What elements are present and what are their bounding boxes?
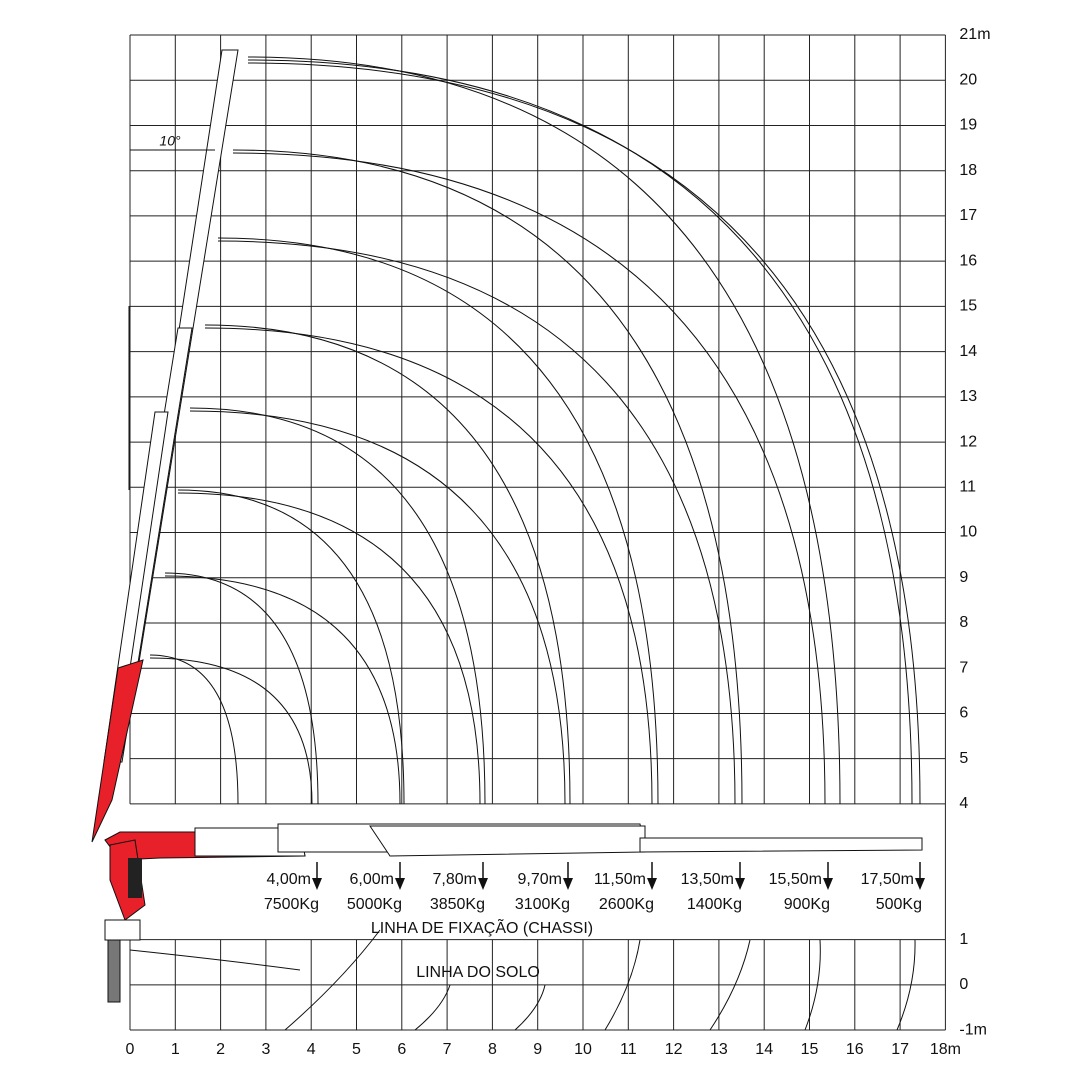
ground-arc <box>709 939 751 1031</box>
load-arcs <box>129 56 921 1031</box>
arrow-head <box>478 878 488 890</box>
y-tick-label: 9 <box>959 569 968 586</box>
y-tick-label: 18 <box>959 162 977 179</box>
load-arc <box>232 149 743 804</box>
ground-arc <box>804 939 821 1031</box>
load-arc <box>247 59 913 804</box>
x-tick-label: 4 <box>307 1041 316 1058</box>
x-tick-label: 1 <box>171 1041 180 1058</box>
load-arc <box>247 62 921 804</box>
y-tick-label: 17 <box>959 207 977 224</box>
reach-label: 4,00m <box>267 871 311 888</box>
crane <box>91 49 923 1003</box>
arrow-head <box>312 878 322 890</box>
y-tick-label: 11 <box>959 479 976 496</box>
ground-arc <box>514 984 546 1031</box>
arrow-head <box>735 878 745 890</box>
ground-arc <box>284 929 381 1031</box>
y-tick-label: 6 <box>959 705 968 722</box>
load-arc <box>204 327 653 804</box>
capacity-label: 3850Kg <box>430 896 485 913</box>
ground-line-label: LINHA DO SOLO <box>416 964 540 981</box>
ground-arc <box>896 939 916 1031</box>
x-tick-label: 8 <box>488 1041 497 1058</box>
load-arc <box>149 654 239 804</box>
ground-arc <box>414 984 451 1031</box>
load-arc <box>247 56 841 804</box>
load-arc <box>149 657 313 804</box>
load-arc <box>217 240 736 804</box>
x-tick-label: 7 <box>443 1041 452 1058</box>
x-tick-label: 10 <box>574 1041 592 1058</box>
y-tick-label: 4 <box>959 795 968 812</box>
x-tick-label: 18m <box>930 1041 961 1058</box>
reach-label: 6,00m <box>350 871 394 888</box>
load-arc <box>164 575 401 804</box>
reach-label: 9,70m <box>518 871 562 888</box>
y-tick-label: -1m <box>959 1021 987 1038</box>
x-tick-label: 3 <box>261 1041 270 1058</box>
load-arc <box>217 237 659 804</box>
capacity-label: 2600Kg <box>599 896 654 913</box>
fixation-line-label: LINHA DE FIXAÇÃO (CHASSI) <box>371 917 593 937</box>
arrow-head <box>647 878 657 890</box>
y-tick-label: 13 <box>959 388 977 405</box>
capacity-label: 3100Kg <box>515 896 570 913</box>
capacity-label: 500Kg <box>876 896 922 913</box>
grid <box>129 34 946 1031</box>
y-tick-label: 16 <box>959 252 977 269</box>
y-tick-label: 12 <box>959 433 977 450</box>
y-tick-label: 14 <box>959 343 977 360</box>
ground-arc <box>604 939 641 1031</box>
y-tick-label: 15 <box>959 298 977 315</box>
reach-label: 7,80m <box>433 871 477 888</box>
arrow-head <box>823 878 833 890</box>
y-tick-label: 5 <box>959 750 968 767</box>
x-tick-label: 14 <box>755 1041 773 1058</box>
y-tick-label: 0 <box>959 976 968 993</box>
x-tick-label: 15 <box>801 1041 819 1058</box>
reach-label: 15,50m <box>769 871 822 888</box>
y-tick-label: 10 <box>959 524 977 541</box>
reach-label: 17,50m <box>861 871 914 888</box>
x-tick-label: 17 <box>891 1041 909 1058</box>
x-tick-label: 13 <box>710 1041 728 1058</box>
x-tick-label: 9 <box>533 1041 542 1058</box>
arrow-head <box>395 878 405 890</box>
x-tick-label: 6 <box>397 1041 406 1058</box>
capacity-label: 1400Kg <box>687 896 742 913</box>
angle-label: 10° <box>159 133 181 149</box>
capacity-label: 900Kg <box>784 896 830 913</box>
x-tick-label: 2 <box>216 1041 225 1058</box>
arrow-head <box>915 878 925 890</box>
reach-label: 13,50m <box>681 871 734 888</box>
y-tick-label: 7 <box>959 659 968 676</box>
load-arc <box>189 410 566 804</box>
y-tick-label: 19 <box>959 117 977 134</box>
y-tick-label: 1 <box>959 931 968 948</box>
load-arc <box>232 152 826 804</box>
arrow-head <box>563 878 573 890</box>
load-arc <box>189 407 486 804</box>
x-tick-label: 0 <box>126 1041 135 1058</box>
capacity-label: 5000Kg <box>347 896 402 913</box>
x-tick-label: 11 <box>620 1041 637 1058</box>
y-tick-label: 21m <box>959 26 990 43</box>
load-arc <box>164 572 319 804</box>
ground-arc <box>129 949 301 971</box>
capacity-label: 7500Kg <box>264 896 319 913</box>
load-arc <box>177 489 405 804</box>
x-tick-label: 12 <box>665 1041 683 1058</box>
y-tick-label: 8 <box>959 614 968 631</box>
x-tick-label: 5 <box>352 1041 361 1058</box>
load-arc <box>177 492 481 804</box>
x-tick-label: 16 <box>846 1041 864 1058</box>
reach-label: 11,50m <box>594 871 646 888</box>
y-tick-label: 20 <box>959 71 977 88</box>
